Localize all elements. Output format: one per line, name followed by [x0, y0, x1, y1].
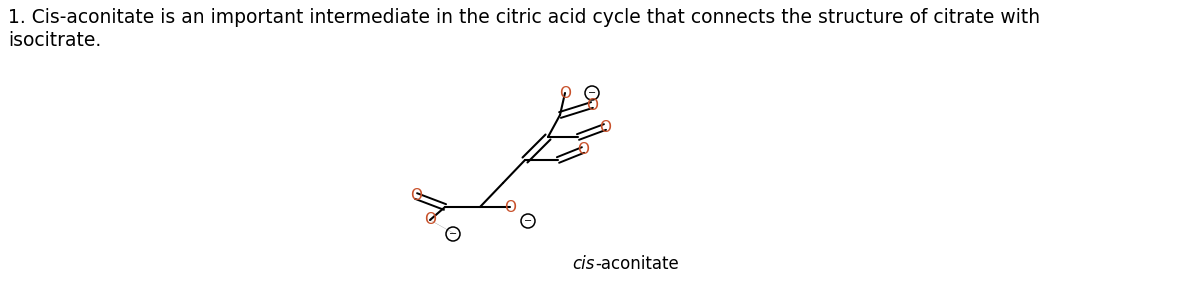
Text: cis: cis	[572, 255, 595, 273]
Text: 1. Cis-aconitate is an important intermediate in the citric acid cycle that conn: 1. Cis-aconitate is an important interme…	[8, 8, 1040, 27]
Text: O: O	[586, 98, 598, 112]
Text: −: −	[449, 229, 457, 239]
Text: O: O	[504, 200, 516, 214]
Text: −: −	[524, 216, 532, 226]
Text: O: O	[424, 212, 436, 227]
Text: −: −	[588, 88, 596, 98]
Text: -aconitate: -aconitate	[595, 255, 679, 273]
Text: O: O	[599, 120, 611, 134]
Text: O: O	[410, 188, 422, 204]
Text: O: O	[577, 142, 589, 158]
Text: isocitrate.: isocitrate.	[8, 31, 101, 50]
Text: O: O	[559, 86, 571, 100]
